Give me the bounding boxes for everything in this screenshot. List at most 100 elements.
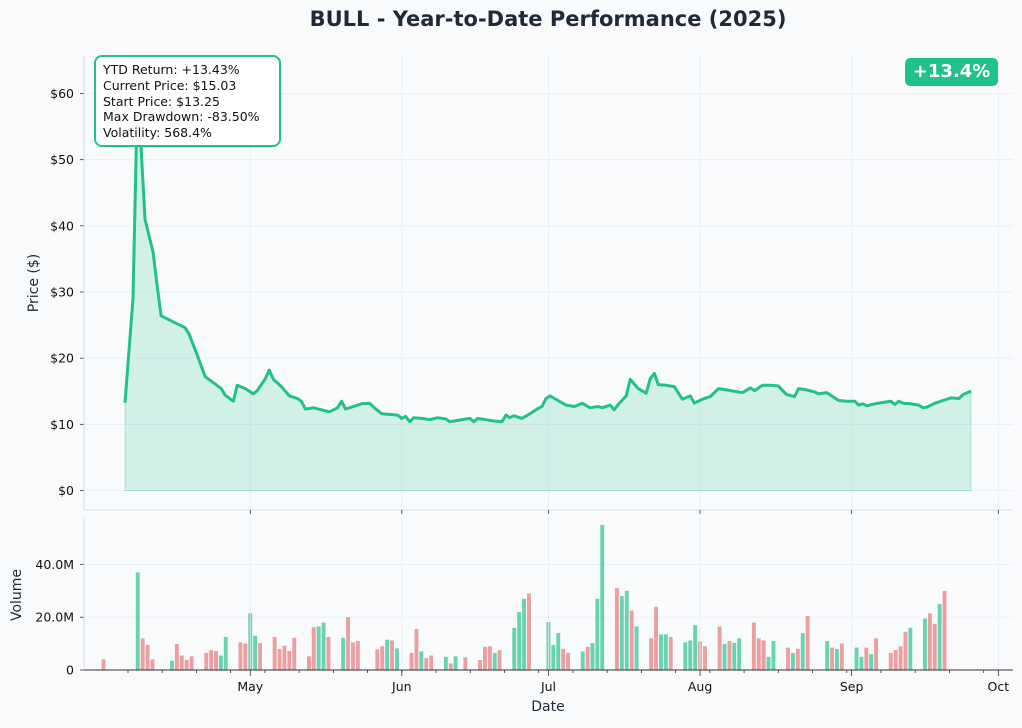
volume-bar bbox=[351, 642, 355, 670]
volume-bar bbox=[839, 643, 844, 670]
volume-bar bbox=[619, 596, 624, 670]
price-tick-label: $50 bbox=[50, 152, 74, 167]
volume-bar bbox=[629, 610, 634, 670]
volume-bar bbox=[355, 641, 360, 670]
volume-bar bbox=[585, 646, 590, 670]
volume-bar bbox=[727, 641, 732, 670]
volume-bar bbox=[830, 647, 834, 670]
x-tick-label: Jun bbox=[391, 679, 412, 694]
volume-bar bbox=[517, 612, 522, 670]
volume-bar bbox=[311, 627, 316, 670]
volume-bar bbox=[737, 638, 742, 670]
volume-bar bbox=[385, 639, 390, 670]
volume-bar bbox=[668, 637, 673, 670]
volume-bar bbox=[145, 644, 150, 670]
price-tick-label: $30 bbox=[50, 285, 74, 300]
volume-bar bbox=[600, 524, 605, 670]
volume-bar bbox=[292, 637, 297, 670]
volume-bar bbox=[390, 640, 394, 670]
volume-bar bbox=[786, 647, 790, 670]
volume-bar bbox=[380, 646, 385, 670]
volume-bar bbox=[624, 590, 629, 670]
volume-bar bbox=[189, 656, 194, 670]
volume-bar bbox=[756, 638, 761, 670]
volume-bar bbox=[795, 648, 800, 670]
volume-bar bbox=[800, 633, 805, 670]
price-axis-label: Price ($) bbox=[26, 254, 42, 312]
stat-max-drawdown: Max Drawdown: -83.50% bbox=[103, 109, 260, 125]
volume-bar bbox=[615, 588, 619, 670]
volume-bar bbox=[375, 649, 380, 670]
volume-bar bbox=[414, 629, 419, 670]
volume-tick-label: 0 bbox=[66, 663, 74, 678]
stat-volatility: Volatility: 568.4% bbox=[103, 125, 212, 141]
stat-ytd-return: YTD Return: +13.43% bbox=[103, 62, 240, 77]
volume-bar bbox=[487, 646, 492, 670]
volume-bar bbox=[659, 634, 663, 670]
stats-box: YTD Return: +13.43% Current Price: $15.0… bbox=[94, 55, 281, 147]
volume-bar bbox=[170, 660, 174, 670]
volume-bar bbox=[908, 627, 913, 670]
volume-bar bbox=[654, 606, 658, 670]
volume-bar bbox=[590, 643, 595, 670]
volume-bar bbox=[663, 634, 668, 670]
volume-bar bbox=[859, 656, 864, 670]
price-tick-label: $10 bbox=[50, 417, 74, 432]
volume-bar bbox=[835, 648, 839, 670]
volume-bar bbox=[937, 604, 942, 670]
volume-bar bbox=[253, 635, 258, 670]
volume-bar bbox=[512, 627, 517, 670]
volume-bar bbox=[580, 651, 585, 670]
volume-bar bbox=[551, 644, 556, 670]
volume-bar bbox=[595, 598, 600, 670]
volume-bar bbox=[522, 598, 526, 670]
volume-bar bbox=[321, 622, 326, 670]
volume-bar bbox=[898, 646, 903, 670]
volume-bar bbox=[223, 637, 228, 670]
volume-bar bbox=[566, 652, 570, 670]
chart-title: BULL - Year-to-Date Performance (2025) bbox=[310, 7, 787, 31]
stat-current-price: Current Price: $15.03 bbox=[103, 77, 237, 93]
volume-bar bbox=[722, 644, 727, 670]
volume-bar bbox=[805, 615, 810, 670]
volume-bar bbox=[771, 641, 776, 670]
volume-bar bbox=[272, 637, 277, 670]
x-tick-label: Sep bbox=[840, 679, 864, 694]
stat-start-price: Start Price: $13.25 bbox=[103, 93, 220, 109]
price-tick-label: $40 bbox=[50, 218, 74, 233]
volume-bar bbox=[174, 644, 179, 670]
volume-bar bbox=[766, 656, 771, 670]
volume-bar bbox=[238, 642, 243, 670]
volume-bar bbox=[326, 637, 331, 670]
volume-bar bbox=[888, 652, 893, 670]
volume-bar bbox=[556, 633, 561, 670]
volume-bar bbox=[903, 631, 908, 671]
return-badge: +13.4% bbox=[905, 58, 998, 86]
volume-bar bbox=[932, 623, 937, 670]
volume-bar bbox=[209, 650, 214, 670]
volume-bar bbox=[732, 642, 737, 670]
volume-bar bbox=[243, 643, 248, 670]
volume-bar bbox=[527, 593, 531, 670]
volume-bar bbox=[409, 652, 414, 670]
volume-bar bbox=[258, 643, 262, 670]
volume-bar bbox=[478, 660, 482, 670]
volume-bar bbox=[942, 590, 947, 670]
volume-bar bbox=[287, 651, 292, 670]
volume-bar bbox=[341, 637, 346, 670]
volume-bar bbox=[218, 655, 223, 670]
volume-bar bbox=[874, 638, 878, 670]
volume-bar bbox=[717, 626, 722, 670]
x-axis-label: Date bbox=[531, 699, 564, 715]
volume-bar bbox=[893, 650, 898, 670]
volume-bar bbox=[483, 646, 487, 670]
volume-tick-label: 20.0M bbox=[35, 610, 74, 625]
volume-bar bbox=[395, 648, 399, 670]
x-tick-label: May bbox=[237, 679, 263, 694]
volume-bar bbox=[649, 638, 654, 670]
volume-bar bbox=[791, 652, 795, 670]
volume-bar bbox=[683, 642, 688, 670]
price-tick-label: $0 bbox=[58, 483, 74, 498]
volume-bar bbox=[150, 659, 155, 670]
